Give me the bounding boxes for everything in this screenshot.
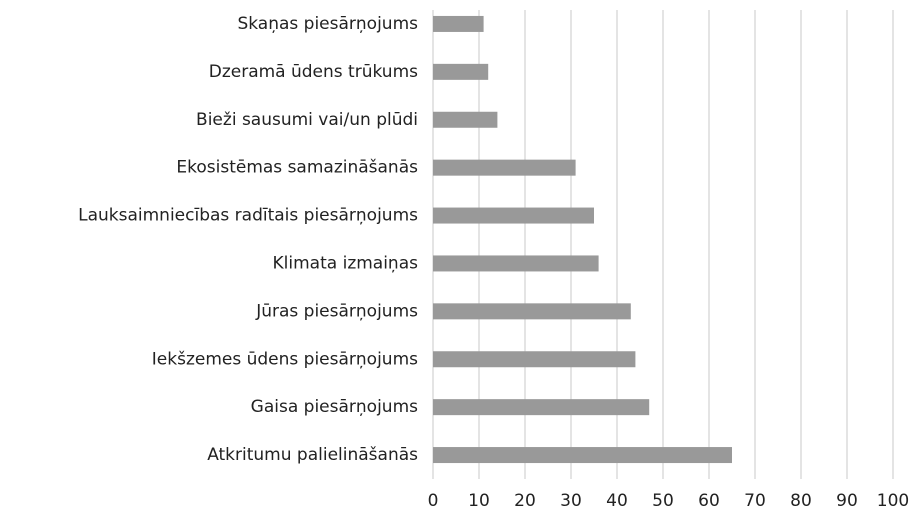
bar <box>433 447 732 464</box>
x-tick-label: 90 <box>836 491 858 511</box>
x-tick-label: 100 <box>877 491 909 511</box>
bar <box>433 351 636 368</box>
y-tick-label: Klimata izmaiņas <box>273 253 419 273</box>
bar <box>433 399 650 416</box>
y-tick-label: Ekosistēmas samazināšanās <box>176 158 418 178</box>
y-tick-label: Iekšzemes ūdens piesārņojums <box>152 349 418 369</box>
bar <box>433 207 594 224</box>
y-tick-label: Jūras piesārņojums <box>255 301 418 321</box>
x-tick-label: 30 <box>560 491 582 511</box>
bar <box>433 15 484 32</box>
y-tick-label: Skaņas piesārņojums <box>237 14 418 34</box>
y-tick-label: Atkritumu palielināšanās <box>207 445 418 465</box>
x-tick-label: 0 <box>428 491 439 511</box>
x-tick-label: 40 <box>606 491 628 511</box>
x-tick-label: 70 <box>744 491 766 511</box>
bar <box>433 159 576 176</box>
bar <box>433 255 599 272</box>
y-tick-label: Dzeramā ūdens trūkums <box>209 62 418 82</box>
bar <box>433 111 498 128</box>
x-tick-label: 10 <box>468 491 490 511</box>
bar <box>433 63 489 80</box>
bar <box>433 303 631 320</box>
y-tick-label: Bieži sausumi vai/un plūdi <box>196 110 418 130</box>
x-tick-label: 50 <box>652 491 674 511</box>
x-tick-label: 60 <box>698 491 720 511</box>
y-tick-label: Lauksaimniecības radītais piesārņojums <box>78 206 418 226</box>
x-tick-label: 20 <box>514 491 536 511</box>
y-tick-label: Gaisa piesārņojums <box>251 397 418 417</box>
x-tick-label: 80 <box>790 491 812 511</box>
